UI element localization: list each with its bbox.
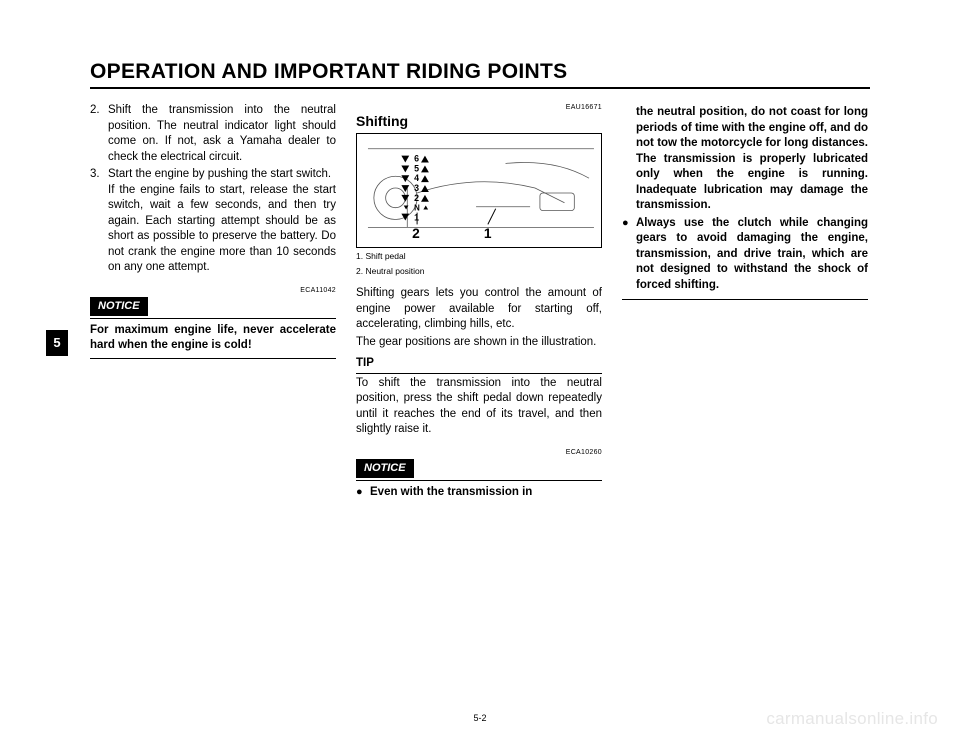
list-body: Shift the transmission into the neutral … — [108, 103, 336, 165]
bullet-spacer — [622, 105, 636, 214]
bullet-item: ● Even with the transmission in — [356, 485, 602, 501]
notice-rule: NOTICE — [356, 457, 602, 481]
gear-2: 2 — [414, 193, 419, 203]
section-tab: 5 — [46, 330, 68, 356]
shifting-diagram: 6 5 4 3 2 N 1 — [356, 133, 602, 248]
bullet-text: Always use the clutch while changing gea… — [636, 216, 868, 294]
callout-2: 2 — [412, 226, 420, 241]
section-end-rule — [622, 299, 868, 300]
callout-1: 1 — [484, 226, 492, 241]
bullet-mark: ● — [622, 216, 636, 294]
subhead-id: EAU16671 — [356, 103, 602, 112]
subhead-shifting: Shifting — [356, 112, 602, 131]
bullet-item: ● Always use the clutch while changing g… — [622, 216, 868, 294]
gear-5: 5 — [414, 164, 419, 174]
list-body: Start the engine by pushing the start sw… — [108, 167, 336, 276]
list-text-cont: If the engine fails to start, release th… — [108, 184, 336, 274]
column-3: the neutral position, do not coast for l… — [622, 103, 868, 501]
tip-text: To shift the transmission into the neutr… — [356, 376, 602, 438]
notice-id: ECA10260 — [356, 448, 602, 457]
notice-text: For maximum engine life, never accelerat… — [90, 323, 336, 354]
bullet-continuation: the neutral position, do not coast for l… — [622, 105, 868, 214]
gear-4: 4 — [414, 173, 419, 183]
bullet-text-cont: the neutral position, do not coast for l… — [636, 105, 868, 214]
gear-6: 6 — [414, 154, 419, 164]
bullet-mark: ● — [356, 485, 370, 501]
list-text: Start the engine by pushing the start sw… — [108, 168, 331, 180]
columns: 2. Shift the transmission into the neutr… — [90, 103, 870, 501]
notice-id: ECA11042 — [90, 286, 336, 295]
list-item: 3. Start the engine by pushing the start… — [90, 167, 336, 276]
page-content: OPERATION AND IMPORTANT RIDING POINTS 2.… — [90, 60, 870, 501]
paragraph: The gear positions are shown in the illu… — [356, 335, 602, 351]
section-end-rule — [90, 358, 336, 359]
column-1: 2. Shift the transmission into the neutr… — [90, 103, 336, 501]
diagram-caption-1: 1. Shift pedal — [356, 251, 602, 263]
list-item: 2. Shift the transmission into the neutr… — [90, 103, 336, 165]
notice-rule: NOTICE — [90, 295, 336, 319]
paragraph: Shifting gears lets you control the amou… — [356, 286, 602, 333]
list-number: 2. — [90, 103, 108, 165]
notice-label: NOTICE — [90, 297, 148, 316]
bullet-text: Even with the transmission in — [370, 485, 602, 501]
notice-label: NOTICE — [356, 459, 414, 478]
diagram-caption-2: 2. Neutral position — [356, 266, 602, 278]
list-number: 3. — [90, 167, 108, 276]
tip-label: TIP — [356, 356, 602, 374]
page-title: OPERATION AND IMPORTANT RIDING POINTS — [90, 60, 870, 89]
gear-3: 3 — [414, 183, 419, 193]
gear-n: N — [414, 204, 420, 213]
column-2: EAU16671 Shifting — [356, 103, 602, 501]
watermark: carmanualsonline.info — [766, 709, 938, 729]
